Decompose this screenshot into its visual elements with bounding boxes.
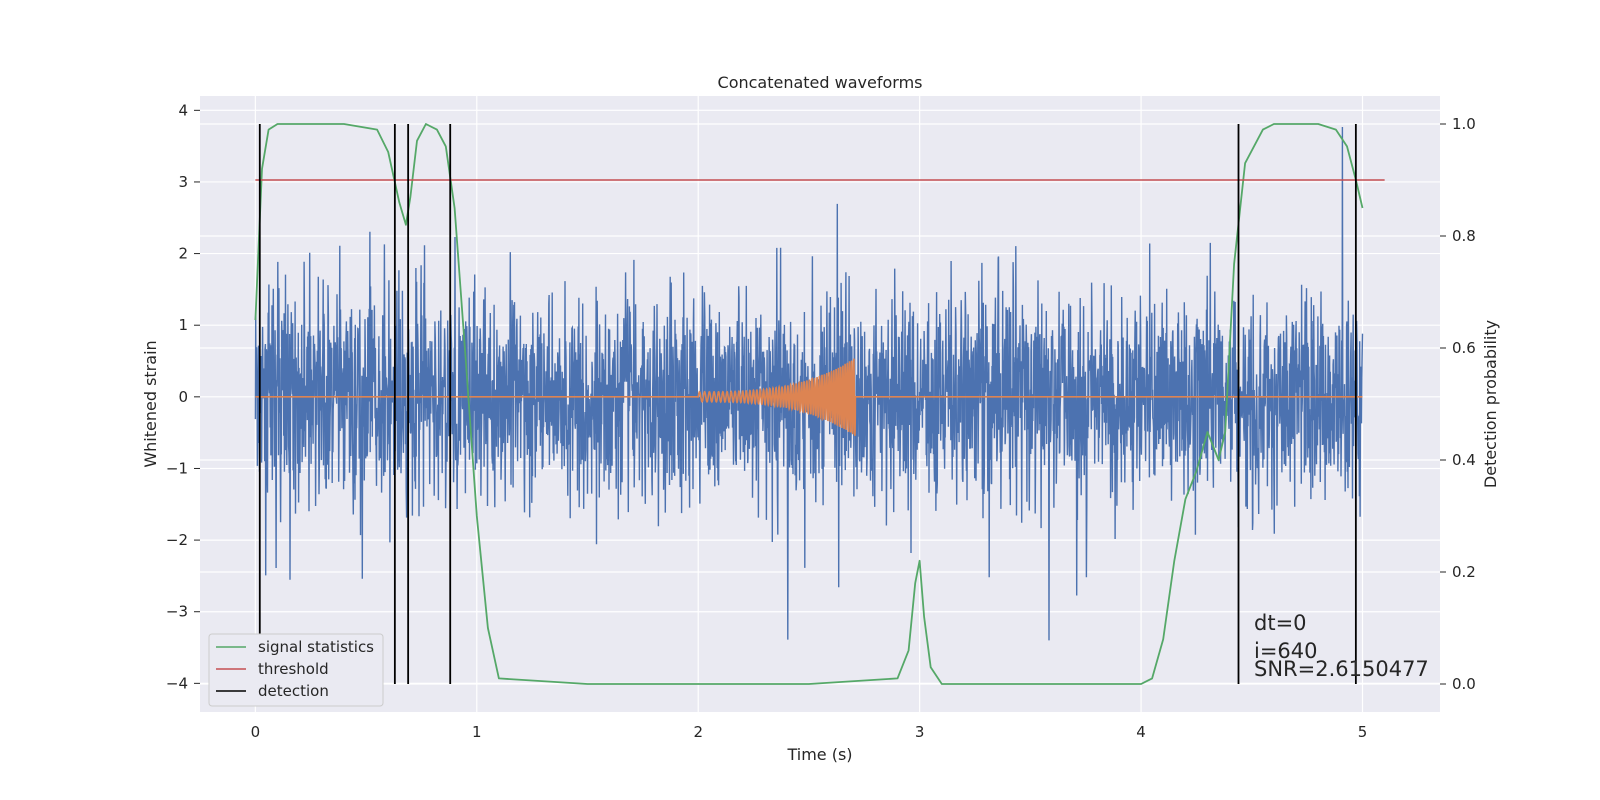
legend-label-signal-statistics: signal statistics <box>258 638 374 656</box>
chart-title: Concatenated waveforms <box>718 73 923 92</box>
y-tick-label: −3 <box>166 603 188 621</box>
annotation-snr: SNR=2.6150477 <box>1254 657 1429 681</box>
y2-axis-label: Detection probability <box>1481 320 1500 488</box>
y2-tick-label: 0.8 <box>1452 227 1476 245</box>
chirp-layer <box>255 358 1363 436</box>
y-tick-label: −1 <box>166 459 188 477</box>
y-tick-label: 4 <box>178 101 188 119</box>
stat-layer <box>254 123 1364 685</box>
y2-tick-label: 0.2 <box>1452 563 1476 581</box>
y2-tick-label: 0.0 <box>1452 675 1476 693</box>
strain-layer <box>254 126 1364 641</box>
y-tick-label: 2 <box>178 245 188 263</box>
strain-series-line <box>254 126 1364 641</box>
x-tick-label: 5 <box>1358 723 1368 741</box>
y2-tick-label: 1.0 <box>1452 115 1476 133</box>
legend-box <box>208 633 384 707</box>
x-tick-label: 0 <box>251 723 261 741</box>
y-tick-label: −2 <box>166 531 188 549</box>
legend-label-threshold: threshold <box>258 660 329 678</box>
annotation-dt: dt=0 <box>1254 611 1307 635</box>
y-axis-label: Whitened strain <box>141 340 160 467</box>
y2-tick-label: 0.6 <box>1452 339 1476 357</box>
y-tick-label: −4 <box>166 674 188 692</box>
chirp-series-line <box>255 358 1363 436</box>
y-tick-label: 3 <box>178 173 188 191</box>
y-tick-label: 1 <box>178 316 188 334</box>
legend-label-detection: detection <box>258 682 329 700</box>
y-tick-label: 0 <box>178 388 188 406</box>
x-tick-label: 2 <box>693 723 703 741</box>
annotation-index: i=640 <box>1254 639 1318 663</box>
detect-layer <box>258 124 1357 684</box>
y2-tick-label: 0.4 <box>1452 451 1476 469</box>
x-tick-label: 1 <box>472 723 482 741</box>
signal-statistics-line <box>254 123 1364 685</box>
legend: signal statistics threshold detection <box>208 633 384 707</box>
ticks: 0 1 2 3 4 5 −4 −3 −2 −1 0 1 2 3 4 0.0 0.2 0.4 0.6 0.8 1.0 <box>166 101 1476 741</box>
x-tick-label: 4 <box>1136 723 1146 741</box>
x-axis-label: Time (s) <box>786 745 852 764</box>
x-tick-label: 3 <box>915 723 925 741</box>
